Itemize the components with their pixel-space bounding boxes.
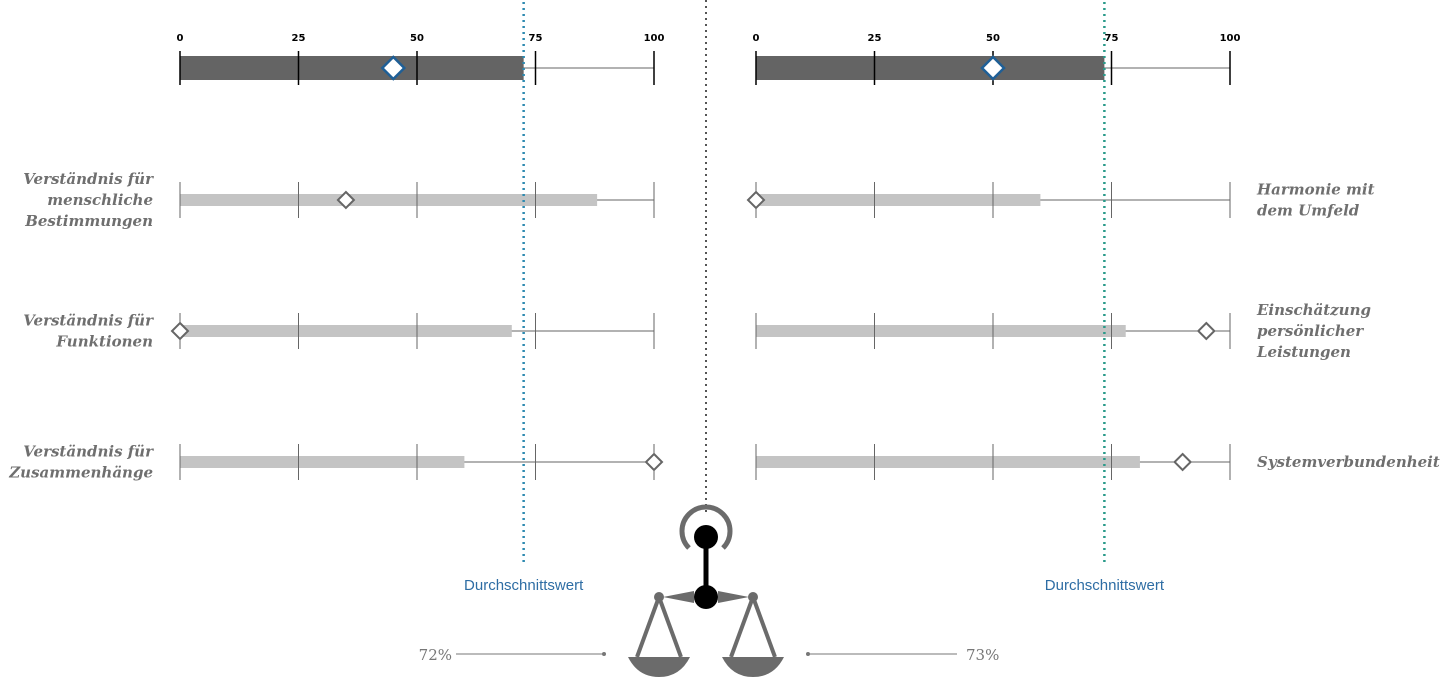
left-row-marker-2 [644,452,664,472]
right-panel: 0 25 50 75 100 Harmonie mit dem Umfeld Einschät… [746,2,1440,594]
chart-panels: 0 25 50 75 100 Verständnis für menschliche Best… [8,2,1440,594]
left-row-label-line: Verständnis für [23,312,154,330]
right-row-label-line: Harmonie mit [1256,181,1375,199]
left-overall-marker [380,55,407,81]
left-row-label-2: Verständnis für Zusammenhänge [8,443,154,482]
left-panel: 0 25 50 75 100 Verständnis für menschliche Best… [8,2,664,594]
left-percentage-label: 72% [419,646,452,664]
right-row-bar-2 [756,456,1140,468]
right-row-marker-1 [1196,321,1216,341]
left-tick-label-75: 75 [529,33,543,44]
right-tick-label-25: 25 [868,33,882,44]
right-overall-bar [756,56,1105,80]
left-row-bar-2 [180,456,465,468]
right-percentage-label: 73% [966,646,999,664]
right-row-bar-1 [756,325,1126,337]
left-row-label-1: Verständnis für Funktionen [23,312,154,351]
left-row-label-0: Verständnis für menschliche Bestimmungen [23,170,154,230]
right-row-label-line: Systemverbundenheit [1257,453,1440,471]
right-row-label-line: persönlicher [1257,322,1364,340]
balance-scale-icon [628,504,784,677]
right-row-label-line: Einschätzung [1256,301,1371,319]
left-row-marker-1 [170,321,190,341]
right-row-bar-0 [756,194,1041,206]
left-row-label-line: Verständnis für [23,443,154,461]
right-row-label-2: Systemverbundenheit [1257,453,1440,471]
left-row-bar-1 [180,325,512,337]
left-row-label-line: menschliche [47,191,153,209]
right-row-marker-0 [746,190,766,210]
right-row-marker-2 [1173,452,1193,472]
right-row-label-line: Leistungen [1256,343,1351,361]
left-row-label-line: Funktionen [55,333,153,351]
left-row-label-line: Bestimmungen [24,212,153,230]
right-overall-marker [980,55,1006,81]
right-tick-label-0: 0 [753,33,760,44]
right-row-label-1: Einschätzung persönlicher Leistungen [1256,301,1371,361]
right-tick-label-75: 75 [1105,33,1119,44]
right-row-label-line: dem Umfeld [1257,202,1360,220]
left-tick-label-50: 50 [410,33,424,44]
left-tick-label-100: 100 [644,33,665,44]
left-row-label-line: Zusammenhänge [8,464,153,482]
left-average-label: Durchschnittswert [464,577,584,594]
right-tick-label-100: 100 [1220,33,1241,44]
left-row-label-line: Verständnis für [23,170,154,188]
left-row-bar-0 [180,194,598,206]
right-average-label: Durchschnittswert [1045,577,1165,594]
right-percentage-dot [806,652,810,656]
left-row-marker-0 [336,190,356,210]
left-tick-label-0: 0 [177,33,184,44]
left-overall-bar [180,56,524,80]
right-tick-label-50: 50 [986,33,1000,44]
left-percentage-dot [602,652,606,656]
right-row-label-0: Harmonie mit dem Umfeld [1256,181,1375,220]
left-tick-label-25: 25 [292,33,306,44]
